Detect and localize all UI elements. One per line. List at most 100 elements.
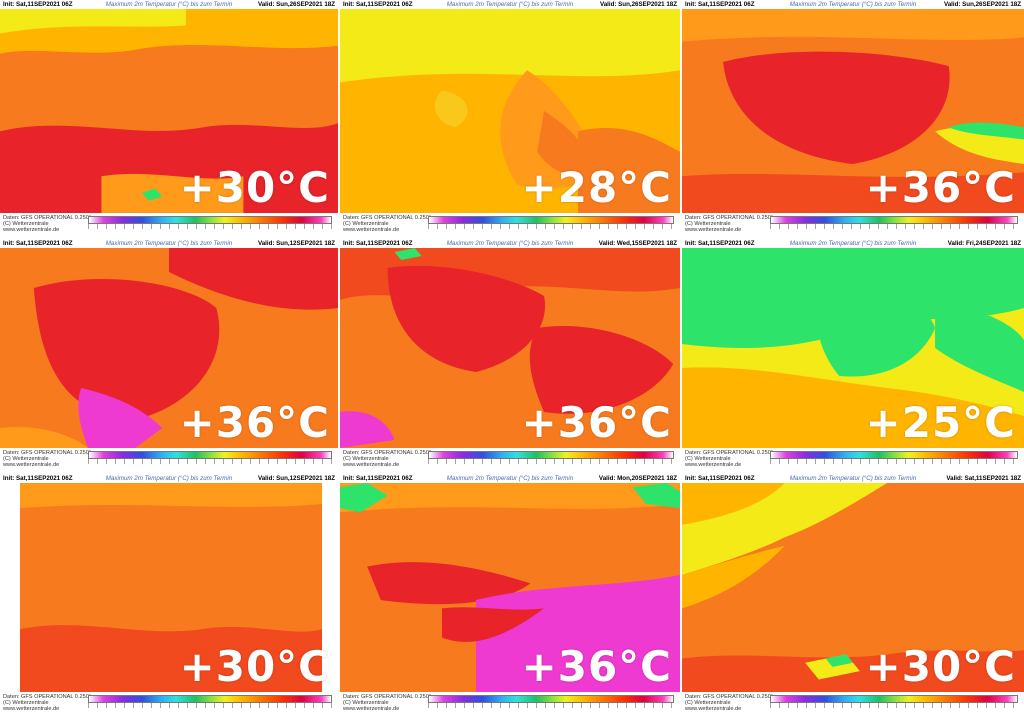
panel-header: Init: Sat,11SEP2021 06Z Maximum 2m Tempe…: [340, 0, 680, 9]
footer-data-source: Daten: GFS OPERATIONAL 0.250°: [685, 450, 774, 456]
footer-copyright: (C) Wetterzentrale: [3, 700, 49, 706]
panel-footer: Daten: GFS OPERATIONAL 0.250° (C) Wetter…: [682, 692, 1024, 716]
footer-data-source: Daten: GFS OPERATIONAL 0.250°: [685, 694, 774, 700]
footer-data-source: Daten: GFS OPERATIONAL 0.250°: [343, 694, 432, 700]
chart-title: Maximum 2m Temperatur (°C) bis zum Termi…: [446, 240, 574, 247]
map-panel-3: Init: Sat,11SEP2021 06Z Maximum 2m Tempe…: [682, 0, 1024, 237]
footer-copyright: (C) Wetterzentrale: [343, 456, 389, 462]
temperature-map: [340, 248, 680, 448]
max-temp-label: +30°C: [179, 163, 330, 212]
panel-header: Init: Sat,11SEP2021 06Z Maximum 2m Tempe…: [682, 474, 1024, 483]
init-time: Init: Sat,11SEP2021 06Z: [3, 1, 73, 8]
footer-copyright: (C) Wetterzentrale: [685, 700, 731, 706]
chart-title: Maximum 2m Temperatur (°C) bis zum Termi…: [105, 1, 233, 8]
init-time: Init: Sat,11SEP2021 06Z: [3, 475, 73, 482]
valid-time: Valid: Mon,20SEP2021 18Z: [598, 475, 677, 482]
color-scale-ticks: [428, 703, 674, 708]
chart-title: Maximum 2m Temperatur (°C) bis zum Termi…: [789, 1, 917, 8]
color-scale-bar: [770, 451, 1018, 459]
map-panel-7: Init: Sat,11SEP2021 06Z Maximum 2m Tempe…: [0, 474, 338, 716]
valid-time: Valid: Fri,24SEP2021 18Z: [947, 240, 1021, 247]
temperature-map: [20, 483, 322, 692]
footer-website: www.wetterzentrale.de: [3, 227, 60, 233]
temperature-map: [682, 483, 1024, 692]
color-scale-bar: [770, 216, 1018, 224]
panel-footer: Daten: GFS OPERATIONAL 0.250° (C) Wetter…: [340, 213, 680, 237]
max-temp-label: +36°C: [521, 398, 672, 447]
panel-header: Init: Sat,11SEP2021 06Z Maximum 2m Tempe…: [682, 239, 1024, 248]
temperature-map: [0, 9, 338, 213]
chart-title: Maximum 2m Temperatur (°C) bis zum Termi…: [789, 475, 917, 482]
color-scale-bar: [88, 451, 332, 459]
map-panel-1: Init: Sat,11SEP2021 06Z Maximum 2m Tempe…: [0, 0, 338, 237]
footer-website: www.wetterzentrale.de: [3, 706, 60, 712]
valid-time: Valid: Sun,12SEP2021 18Z: [257, 475, 335, 482]
footer-website: www.wetterzentrale.de: [685, 706, 742, 712]
footer-copyright: (C) Wetterzentrale: [343, 700, 389, 706]
color-scale-bar: [770, 695, 1018, 703]
valid-time: Valid: Sat,11SEP2021 18Z: [946, 475, 1021, 482]
panel-footer: Daten: GFS OPERATIONAL 0.250° (C) Wetter…: [682, 213, 1024, 237]
chart-title: Maximum 2m Temperatur (°C) bis zum Termi…: [446, 475, 574, 482]
valid-time: Valid: Sun,26SEP2021 18Z: [257, 1, 335, 8]
init-time: Init: Sat,11SEP2021 06Z: [3, 240, 73, 247]
color-scale-ticks: [428, 224, 674, 229]
footer-website: www.wetterzentrale.de: [343, 706, 400, 712]
color-scale-bar: [88, 695, 332, 703]
footer-copyright: (C) Wetterzentrale: [685, 221, 731, 227]
init-time: Init: Sat,11SEP2021 06Z: [343, 1, 413, 8]
footer-website: www.wetterzentrale.de: [343, 462, 400, 468]
color-scale-bar: [428, 216, 674, 224]
color-scale-bar: [88, 216, 332, 224]
max-temp-label: +25°C: [865, 398, 1016, 447]
map-panel-9: Init: Sat,11SEP2021 06Z Maximum 2m Tempe…: [682, 474, 1024, 716]
color-scale-ticks: [428, 459, 674, 464]
max-temp-label: +36°C: [179, 398, 330, 447]
color-scale-ticks: [88, 703, 332, 708]
panel-header: Init: Sat,11SEP2021 06Z Maximum 2m Tempe…: [0, 0, 338, 9]
valid-time: Valid: Sun,26SEP2021 18Z: [943, 1, 1021, 8]
footer-data-source: Daten: GFS OPERATIONAL 0.250°: [3, 215, 92, 221]
panel-footer: Daten: GFS OPERATIONAL 0.250° (C) Wetter…: [0, 692, 338, 716]
max-temp-label: +28°C: [521, 163, 672, 212]
panel-header: Init: Sat,11SEP2021 06Z Maximum 2m Tempe…: [340, 474, 680, 483]
footer-data-source: Daten: GFS OPERATIONAL 0.250°: [3, 694, 92, 700]
init-time: Init: Sat,11SEP2021 06Z: [685, 1, 755, 8]
map-panel-5: Init: Sat,11SEP2021 06Z Maximum 2m Tempe…: [340, 239, 680, 472]
footer-data-source: Daten: GFS OPERATIONAL 0.250°: [343, 215, 432, 221]
panel-header: Init: Sat,11SEP2021 06Z Maximum 2m Tempe…: [682, 0, 1024, 9]
map-panel-4: Init: Sat,11SEP2021 06Z Maximum 2m Tempe…: [0, 239, 338, 472]
valid-time: Valid: Wed,15SEP2021 18Z: [598, 240, 677, 247]
panel-footer: Daten: GFS OPERATIONAL 0.250° (C) Wetter…: [0, 213, 338, 237]
map-panel-8: Init: Sat,11SEP2021 06Z Maximum 2m Tempe…: [340, 474, 680, 716]
max-temp-label: +30°C: [179, 642, 330, 691]
temperature-map: [0, 248, 338, 448]
footer-data-source: Daten: GFS OPERATIONAL 0.250°: [685, 215, 774, 221]
panel-header: Init: Sat,11SEP2021 06Z Maximum 2m Tempe…: [0, 474, 338, 483]
color-scale-ticks: [770, 224, 1018, 229]
color-scale-bar: [428, 695, 674, 703]
panel-footer: Daten: GFS OPERATIONAL 0.250° (C) Wetter…: [340, 448, 680, 472]
footer-copyright: (C) Wetterzentrale: [3, 456, 49, 462]
panel-header: Init: Sat,11SEP2021 06Z Maximum 2m Tempe…: [340, 239, 680, 248]
max-temp-label: +36°C: [521, 642, 672, 691]
color-scale-bar: [428, 451, 674, 459]
chart-title: Maximum 2m Temperatur (°C) bis zum Termi…: [105, 475, 233, 482]
valid-time: Valid: Sun,26SEP2021 18Z: [599, 1, 677, 8]
init-time: Init: Sat,11SEP2021 06Z: [685, 240, 755, 247]
color-scale-ticks: [88, 459, 332, 464]
init-time: Init: Sat,11SEP2021 06Z: [685, 475, 755, 482]
footer-copyright: (C) Wetterzentrale: [685, 456, 731, 462]
footer-website: www.wetterzentrale.de: [685, 462, 742, 468]
footer-website: www.wetterzentrale.de: [685, 227, 742, 233]
temperature-map: [682, 248, 1024, 448]
init-time: Init: Sat,11SEP2021 06Z: [343, 240, 413, 247]
valid-time: Valid: Sun,12SEP2021 18Z: [257, 240, 335, 247]
panel-footer: Daten: GFS OPERATIONAL 0.250° (C) Wetter…: [0, 448, 338, 472]
temperature-map: [340, 483, 680, 692]
chart-title: Maximum 2m Temperatur (°C) bis zum Termi…: [105, 240, 233, 247]
footer-copyright: (C) Wetterzentrale: [343, 221, 389, 227]
max-temp-label: +36°C: [865, 163, 1016, 212]
map-panel-6: Init: Sat,11SEP2021 06Z Maximum 2m Tempe…: [682, 239, 1024, 472]
init-time: Init: Sat,11SEP2021 06Z: [343, 475, 413, 482]
